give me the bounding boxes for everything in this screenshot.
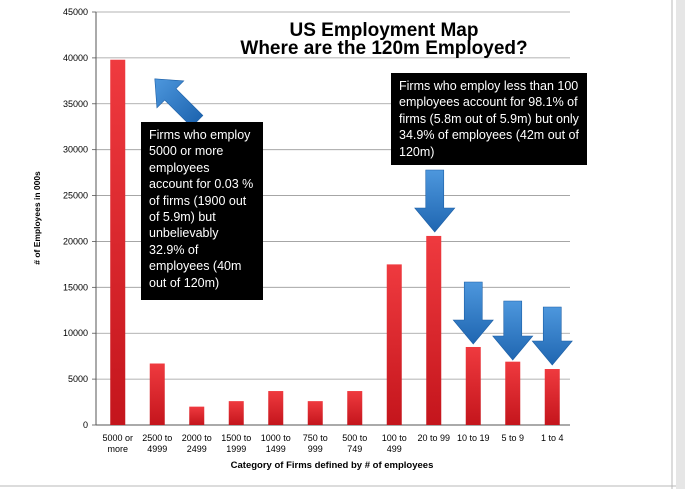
x-tick-label: 999 (308, 444, 323, 454)
chart-title-line2: Where are the 120m Employed? (240, 38, 527, 59)
y-tick-label: 40000 (63, 53, 88, 63)
bar (110, 59, 126, 425)
y-tick-label: 35000 (63, 99, 88, 109)
arrow-up-left-icon (154, 78, 204, 128)
x-tick-label: 500 to (342, 433, 367, 443)
arrow-down-icon (492, 300, 534, 361)
y-tick-label: 20000 (63, 236, 88, 246)
x-tick-label: 2000 to (182, 433, 212, 443)
y-tick-label: 5000 (68, 374, 88, 384)
x-tick-label: 499 (387, 444, 402, 454)
x-tick-label: 100 to (382, 433, 407, 443)
x-tick-label: 749 (347, 444, 362, 454)
bar (268, 391, 284, 425)
x-tick-label: 1000 to (261, 433, 291, 443)
bar (386, 264, 402, 425)
arrow-down-icon (531, 306, 573, 366)
x-tick-label: 1 to 4 (541, 433, 564, 443)
annotation-right: Firms who employ less than 100 employees… (391, 73, 587, 165)
x-tick-label: 2500 to (142, 433, 172, 443)
bar (307, 401, 323, 425)
bar (505, 361, 521, 425)
y-axis-ticks: 0 5000 10000 15000 20000 25000 30000 35000 40000… (63, 7, 96, 430)
y-tick-label: 25000 (63, 191, 88, 201)
y-tick-label: 10000 (63, 328, 88, 338)
x-tick-label: 10 to 19 (457, 433, 490, 443)
bar (426, 235, 442, 425)
y-tick-label: 0 (83, 420, 88, 430)
x-tick-label: 4999 (147, 444, 167, 454)
x-tick-label: more (107, 444, 128, 454)
bar (228, 401, 244, 425)
x-tick-label: 2499 (187, 444, 207, 454)
y-tick-label: 30000 (63, 145, 88, 155)
arrow-down-icon (414, 169, 456, 233)
bar (465, 346, 481, 425)
x-tick-label: 1499 (266, 444, 286, 454)
x-axis-label: Category of Firms defined by # of employ… (231, 460, 434, 471)
y-axis-label: # of Employees in 000s (32, 171, 42, 265)
x-tick-label: 750 to (303, 433, 328, 443)
bar (149, 363, 165, 425)
bar (189, 406, 205, 425)
bar (347, 391, 363, 425)
x-tick-label: 5 to 9 (501, 433, 524, 443)
x-tick-label: 1999 (226, 444, 246, 454)
x-tick-label: 5000 or (102, 433, 133, 443)
annotation-left: Firms who employ 5000 or more employees … (141, 122, 263, 300)
bars (110, 59, 560, 425)
y-tick-label: 45000 (63, 7, 88, 17)
y-tick-label: 15000 (63, 282, 88, 292)
chart-title-line1: US Employment Map (290, 20, 479, 41)
arrows (154, 78, 573, 366)
arrow-down-icon (452, 281, 494, 345)
bar (544, 369, 560, 425)
x-tick-label: 1500 to (221, 433, 251, 443)
x-tick-label: 20 to 99 (417, 433, 450, 443)
